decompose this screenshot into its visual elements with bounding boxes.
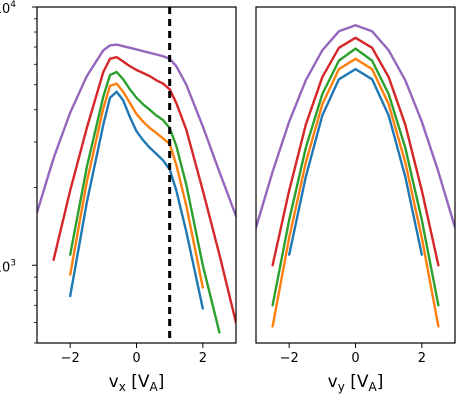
x-axis-label: vy [VA] bbox=[328, 372, 384, 394]
series-line-3 bbox=[271, 57, 440, 328]
x-tick-label: 2 bbox=[418, 351, 426, 366]
plot-frame bbox=[255, 6, 456, 344]
plot-frame bbox=[36, 6, 237, 344]
series-line-0 bbox=[256, 24, 455, 229]
series-line-2 bbox=[69, 70, 221, 334]
y-tick-label: 103 bbox=[0, 258, 16, 275]
series-line-2 bbox=[271, 47, 440, 307]
x-tick-label: 0 bbox=[132, 351, 140, 366]
series-line-1 bbox=[271, 36, 440, 267]
series-line-3 bbox=[69, 82, 204, 289]
x-tick-label: −2 bbox=[61, 351, 80, 366]
series-line-0 bbox=[37, 43, 236, 218]
left-panel-vx: −2 0 2 103 104 vx [VA] bbox=[0, 0, 237, 394]
y-tick-label: 104 bbox=[0, 0, 16, 17]
curves bbox=[37, 43, 236, 334]
right-panel-vy: −2 0 2 vy [VA] bbox=[255, 6, 456, 394]
x-tick-label: −2 bbox=[280, 351, 299, 366]
x-tick-label: 0 bbox=[351, 351, 359, 366]
series-line-4 bbox=[69, 90, 204, 310]
x-axis-label: vx [VA] bbox=[109, 372, 165, 394]
series-line-1 bbox=[52, 55, 236, 324]
x-tick-label: 2 bbox=[199, 351, 207, 366]
curves bbox=[256, 24, 455, 328]
series-line-4 bbox=[288, 67, 423, 256]
